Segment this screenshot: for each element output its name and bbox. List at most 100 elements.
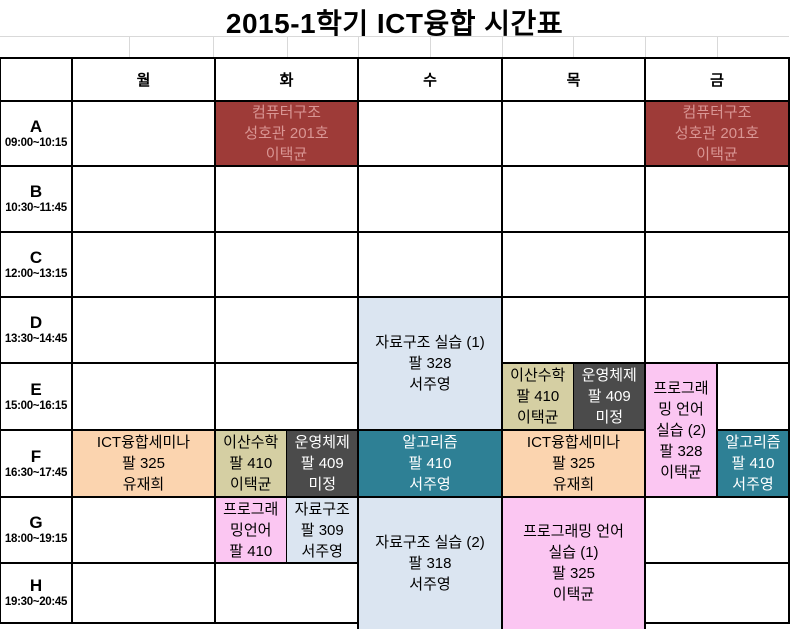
class-cell-ict-convergence-seminar-mon-f[interactable]: ICT융합세미나 팔 325 유재희 [72, 430, 215, 497]
period-label-A[interactable]: A 09:00~10:15 [0, 101, 72, 166]
class-cell-operating-systems-tue-f[interactable]: 운영체제 팔 409 미정 [286, 430, 358, 497]
cell-mon-B[interactable] [72, 166, 215, 232]
period-label-E[interactable]: E 15:00~16:15 [0, 363, 72, 430]
cell-wed-C[interactable] [358, 232, 502, 297]
class-cell-computer-architecture-fri-a[interactable]: 컴퓨터구조 성호관 201호 이택균 [645, 101, 789, 166]
period-time: 16:30~17:45 [4, 466, 68, 479]
class-cell-algorithms-fri-f[interactable]: 알고리즘 팔 410 서주영 [717, 430, 789, 497]
cell-fri-C[interactable] [645, 232, 789, 297]
class-cell-line: 운영체제 [294, 434, 350, 451]
cell-tue-E[interactable] [215, 363, 358, 430]
period-time: 10:30~11:45 [5, 202, 67, 214]
cell-tue-H[interactable] [215, 563, 358, 623]
class-cell-line: 팔 309 [300, 521, 344, 539]
grid-border-horizontal [716, 429, 790, 431]
class-cell-computer-architecture-tue-a[interactable]: 컴퓨터구조 성호관 201호 이택균 [215, 101, 358, 166]
grid-border-vertical [644, 57, 646, 629]
class-cell-line: 팔 328 [408, 355, 452, 372]
class-cell-line: 컴퓨터구조 [251, 104, 321, 121]
class-cell-line: 이택균 [696, 146, 738, 163]
class-cell-data-structures-tue-g[interactable]: 자료구조 팔 309 서주영 [286, 497, 358, 563]
spacer-gridline-vertical [213, 36, 214, 58]
class-cell-line: 서주영 [732, 476, 774, 493]
class-cell-line: 프로그래 [653, 379, 709, 397]
class-cell-line: 서주영 [409, 376, 451, 393]
class-cell-line: 유재희 [122, 476, 165, 493]
period-letter: C [29, 247, 43, 267]
period-letter: B [29, 182, 43, 201]
class-cell-programming-language-lab1-thu-gh[interactable]: 프로그래밍 언어 실습 (1) 팔 325 이택균 [502, 497, 645, 629]
grid-border-horizontal [0, 362, 359, 364]
cell-tue-D[interactable] [215, 297, 358, 363]
class-cell-line: 이택균 [230, 476, 272, 493]
cell-mon-E[interactable] [72, 363, 215, 430]
cell-thu-D[interactable] [502, 297, 645, 363]
class-cell-line: 이산수학 [223, 434, 279, 451]
class-cell-line: 팔 325 [552, 565, 595, 582]
spacer-gridline-vertical [502, 36, 503, 58]
class-cell-data-structures-lab1-wed-de[interactable]: 자료구조 실습 (1) 팔 328 서주영 [358, 297, 502, 430]
period-label-B[interactable]: B 10:30~11:45 [0, 166, 72, 232]
grid-border-vertical [285, 429, 288, 564]
cell-mon-A[interactable] [72, 101, 215, 166]
day-header-thu[interactable]: 목 [566, 72, 581, 89]
class-cell-programming-language-tue-g[interactable]: 프로그래 밍언어 팔 410 [215, 497, 287, 563]
cell-mon-D[interactable] [72, 297, 215, 363]
day-header-wed[interactable]: 수 [423, 72, 437, 89]
cell-thu-C[interactable] [502, 232, 645, 297]
spacer-gridline-vertical [358, 36, 359, 58]
cell-mon-C[interactable] [72, 232, 215, 297]
class-cell-line: 서주영 [301, 542, 343, 560]
class-cell-line: 팔 325 [122, 455, 165, 472]
class-cell-line: ICT융합세미나 [526, 434, 621, 451]
day-header-fri[interactable]: 금 [710, 72, 724, 89]
class-cell-line: 알고리즘 [402, 434, 458, 451]
class-cell-line: 팔 328 [659, 442, 703, 460]
class-cell-line: 팔 409 [300, 455, 344, 472]
period-letter: G [29, 513, 43, 532]
period-time: 15:00~16:15 [4, 399, 68, 412]
cell-fri-G[interactable] [645, 497, 789, 563]
day-header-mon[interactable]: 월 [136, 72, 151, 89]
class-cell-ict-convergence-seminar-thu-f[interactable]: ICT융합세미나 팔 325 유재희 [502, 430, 645, 497]
class-cell-line: 이택균 [265, 146, 308, 163]
period-label-F[interactable]: F 16:30~17:45 [0, 430, 72, 497]
grid-border-vertical [716, 362, 718, 498]
class-cell-data-structures-lab2-wed-gh[interactable]: 자료구조 실습 (2) 팔 318 서주영 [358, 497, 502, 629]
grid-border-vertical [501, 57, 503, 629]
cell-fri-B[interactable] [645, 166, 789, 232]
day-header-tue[interactable]: 화 [279, 72, 294, 89]
period-label-C[interactable]: C 12:00~13:15 [0, 232, 72, 297]
grid-border-vertical [788, 57, 790, 624]
class-cell-programming-language-lab2-fri-ef[interactable]: 프로그래 밍 언어 실습 (2) 팔 328 이택균 [645, 363, 717, 497]
cell-wed-B[interactable] [358, 166, 502, 232]
cell-mon-G[interactable] [72, 497, 215, 563]
class-cell-operating-systems-thu-e[interactable]: 운영체제 팔 409 미정 [573, 363, 645, 430]
class-cell-line: 팔 410 [229, 455, 273, 472]
class-cell-line: 자료구조 실습 (1) [375, 334, 485, 351]
cell-fri-D[interactable] [645, 297, 789, 363]
class-cell-discrete-math-thu-e[interactable]: 이산수학 팔 410 이택균 [502, 363, 574, 430]
cell-thu-A[interactable] [502, 101, 645, 166]
cell-fri-H[interactable] [645, 563, 789, 623]
grid-border-horizontal [0, 165, 790, 167]
class-cell-line: 이택균 [660, 463, 702, 481]
cell-tue-B[interactable] [215, 166, 358, 232]
cell-mon-H[interactable] [72, 563, 215, 623]
class-cell-line: 이택균 [517, 409, 559, 426]
spacer-gridline-vertical [430, 36, 431, 58]
period-label-D[interactable]: D 13:30~14:45 [0, 297, 72, 363]
spacer-gridline-horizontal [0, 36, 789, 37]
cell-wed-A[interactable] [358, 101, 502, 166]
class-cell-line: 프로그래 [223, 500, 279, 518]
cell-tue-C[interactable] [215, 232, 358, 297]
period-time: 09:00~10:15 [4, 136, 68, 149]
cell-thu-B[interactable] [502, 166, 645, 232]
class-cell-algorithms-wed-f[interactable]: 알고리즘 팔 410 서주영 [358, 430, 502, 497]
grid-border-vertical [71, 57, 73, 624]
class-cell-line: 운영체제 [581, 367, 637, 384]
period-label-H[interactable]: H 19:30~20:45 [0, 563, 72, 623]
class-cell-line: 성호관 201호 [674, 125, 760, 142]
period-label-G[interactable]: G 18:00~19:15 [0, 497, 72, 563]
